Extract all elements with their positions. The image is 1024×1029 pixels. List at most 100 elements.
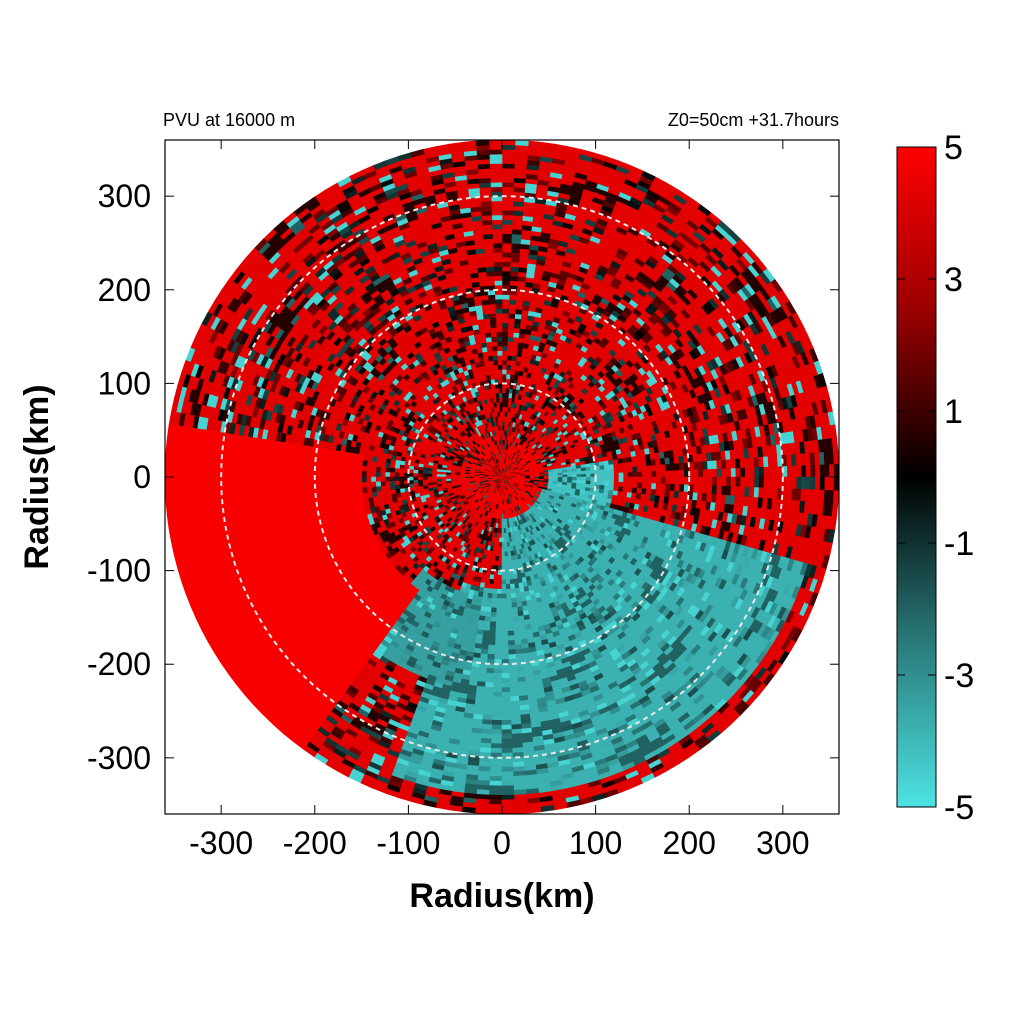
field-cell (505, 398, 508, 403)
field-cell (494, 580, 498, 585)
field-cell (502, 402, 505, 407)
field-cell (497, 355, 502, 360)
field-cell (609, 481, 614, 486)
field-cell (413, 474, 418, 478)
field-cell (618, 486, 623, 491)
field-cell (539, 477, 544, 479)
pvu-field (165, 140, 839, 814)
field-cell (624, 477, 629, 482)
field-cell (493, 589, 498, 594)
field-cell (380, 477, 385, 482)
field-cell (628, 467, 633, 472)
field-cell (499, 538, 502, 543)
field-cell (633, 466, 638, 472)
field-cell (600, 473, 605, 477)
field-cell (499, 393, 502, 398)
field-cell (357, 483, 362, 489)
field-cell (366, 477, 371, 482)
field-cell (498, 374, 502, 379)
field-cell (489, 584, 494, 589)
field-cell (510, 365, 515, 370)
field-cell (511, 360, 516, 365)
field-cell (376, 487, 381, 492)
field-cell (394, 469, 399, 473)
field-cell (633, 482, 638, 488)
field-cell (385, 477, 390, 482)
field-cell (605, 477, 610, 481)
field-cell (506, 580, 510, 585)
field-cell (422, 474, 427, 477)
field-cell (423, 471, 428, 474)
field-cell (502, 412, 505, 417)
field-cell (502, 599, 507, 604)
field-cell (486, 607, 492, 612)
field-cell (600, 481, 605, 485)
field-cell (510, 374, 514, 379)
field-cell (497, 613, 503, 618)
field-cell (427, 474, 432, 477)
field-cell (512, 598, 517, 603)
field-cell (498, 365, 502, 370)
field-cell (619, 482, 624, 487)
field-cell (513, 332, 519, 337)
field-cell (399, 477, 404, 481)
field-cell (495, 556, 499, 561)
field-cell (427, 471, 432, 474)
field-cell (507, 603, 512, 608)
field-cell (502, 561, 506, 566)
field-cell (380, 482, 385, 487)
field-cell (371, 467, 376, 472)
field-cell (512, 607, 518, 612)
field-cell (487, 598, 492, 603)
field-cell (492, 346, 497, 351)
field-cell (507, 608, 512, 613)
field-cell (371, 482, 376, 487)
field-cell (502, 351, 507, 356)
field-cell (516, 477, 521, 478)
field-cell (437, 474, 442, 477)
field-cell (380, 472, 385, 477)
field-cell (505, 393, 509, 398)
field-cell (376, 472, 381, 477)
field-cell (641, 460, 646, 466)
field-cell (399, 469, 404, 473)
field-cell (582, 474, 587, 477)
field-cell (488, 593, 493, 598)
field-cell (586, 474, 591, 478)
field-cell (493, 594, 498, 599)
field-cell (371, 477, 376, 482)
field-cell (497, 346, 502, 351)
field-cell (507, 351, 512, 356)
field-cell (614, 481, 619, 486)
field-cell (498, 379, 502, 384)
field-cell (367, 487, 372, 493)
field-cell (497, 599, 502, 604)
field-cell (357, 466, 362, 472)
field-cell (609, 468, 614, 473)
field-cell (502, 393, 505, 398)
field-cell (502, 557, 505, 562)
field-cell (418, 477, 423, 480)
field-cell (507, 612, 513, 617)
field-cell (441, 475, 446, 477)
field-cell (502, 613, 508, 618)
field-cell (502, 608, 507, 613)
field-cell (641, 488, 646, 494)
field-cell (614, 472, 619, 477)
field-cell (390, 481, 395, 486)
field-cell (502, 547, 505, 552)
field-cell (624, 472, 629, 477)
field-cell (494, 369, 498, 374)
field-cell (499, 547, 502, 552)
field-cell (549, 477, 554, 479)
field-cell (366, 466, 371, 472)
field-cell (496, 547, 499, 552)
field-cell (493, 365, 498, 370)
field-cell (600, 485, 605, 489)
field-cell (413, 477, 418, 481)
field-cell (485, 616, 491, 621)
field-cell (499, 402, 502, 407)
field-cell (511, 477, 516, 478)
